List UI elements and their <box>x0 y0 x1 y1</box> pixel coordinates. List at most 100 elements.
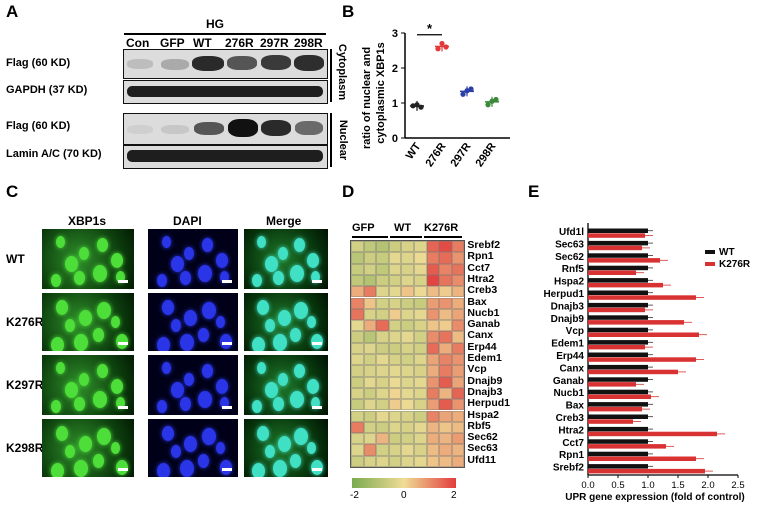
scale-bar <box>222 280 232 283</box>
heatmap-cell <box>363 444 377 456</box>
colorbar-mid: 0 <box>401 490 407 501</box>
chart-e-bar-wt <box>588 414 648 419</box>
chart-e-bar-wt <box>588 402 648 407</box>
micro-nucleus <box>252 400 263 413</box>
chart-e-legend-k276r: K276R <box>719 259 750 270</box>
heatmap-cell <box>414 308 427 321</box>
heatmap-cell <box>376 263 389 275</box>
heatmap-cell <box>388 444 402 456</box>
chart-e-category-label: Creb3 <box>556 413 585 424</box>
heatmap-cell <box>451 342 465 354</box>
chart-e-category-label: Edem1 <box>551 339 584 350</box>
heatmap-colorbar <box>352 478 456 488</box>
micro-nucleus <box>277 247 288 260</box>
heatmap-cell <box>439 320 452 332</box>
heatmap-cell <box>414 365 427 377</box>
panel-b-label: B <box>342 2 355 21</box>
heatmap-cell <box>439 342 452 354</box>
heatmap-gene-label: Cct7 <box>467 261 491 274</box>
scale-bar <box>118 406 128 409</box>
heatmap-cell <box>351 241 364 253</box>
chart-e-bar-k276r <box>588 406 642 412</box>
chart-e-category-label: Hspa2 <box>554 277 584 288</box>
heatmap-cell <box>401 421 414 434</box>
chart-b: ratio of nuclear and cytoplasmic XBP1s 0 1 2… <box>361 21 510 169</box>
panel-e-label: E <box>528 182 540 201</box>
heatmap-cell <box>414 320 427 332</box>
heatmap-cell <box>451 308 465 321</box>
micro-image-0-2 <box>244 229 328 289</box>
micro-image-1-1 <box>148 293 238 351</box>
micro-nucleus <box>92 327 104 342</box>
heatmap-cell <box>376 331 389 343</box>
micro-nucleus <box>111 316 120 329</box>
colorbar-max: 2 <box>451 490 457 501</box>
heatmap-cell <box>426 365 440 377</box>
heatmap-cell <box>414 399 427 411</box>
nuclear-label: Nuclear <box>337 119 350 161</box>
micro-image-3-2 <box>244 419 328 477</box>
micro-image-2-2 <box>244 355 328 415</box>
heatmap-cell <box>376 365 389 377</box>
heatmap-cell <box>426 399 440 411</box>
heatmap-cell <box>351 286 364 298</box>
micro-row-label-2: K297R <box>6 378 44 392</box>
chart-e-category-label: Sec63 <box>555 239 584 250</box>
heatmap-cell <box>401 444 414 456</box>
micro-nucleus <box>74 333 89 351</box>
panel-d-label: D <box>342 182 355 201</box>
heatmap-group-label-0: GFP <box>352 222 375 234</box>
heatmap-cell <box>414 387 427 400</box>
chart-e-bar-wt <box>588 352 648 357</box>
heatmap-cell <box>388 274 402 287</box>
chart-e-bar-k276r <box>588 419 633 424</box>
micro-nucleus <box>290 453 302 468</box>
heatmap-cell <box>376 252 389 264</box>
chart-b-sig-star: * <box>427 21 433 36</box>
heatmap-cell <box>414 444 427 456</box>
heatmap-cell <box>376 455 389 467</box>
micro-nucleus <box>202 364 213 378</box>
heatmap-cell <box>426 286 440 298</box>
micro-nucleus <box>265 382 278 398</box>
micro-nucleus <box>197 265 212 282</box>
micro-nucleus <box>202 238 213 252</box>
chart-e-bar-wt <box>588 464 648 469</box>
heatmap-cell <box>388 297 402 309</box>
heatmap-cell <box>426 421 440 434</box>
heatmap-cell <box>351 274 364 287</box>
heatmap-cell <box>426 444 440 456</box>
micro-nucleus <box>170 256 184 272</box>
micro-nucleus <box>294 238 306 252</box>
heatmap-cell <box>376 342 389 354</box>
heatmap-cell <box>439 297 452 309</box>
heatmap-cell <box>451 354 465 366</box>
blot-lamin <box>123 145 328 169</box>
heatmap-cell <box>439 308 452 321</box>
heatmap-cell <box>376 399 389 411</box>
heatmap-cell <box>414 433 427 445</box>
heatmap-gene-label: Ganab <box>467 318 501 331</box>
chart-e-bar-wt <box>588 290 648 295</box>
heatmap-cell <box>376 297 389 309</box>
heatmap-cell <box>451 297 465 309</box>
micro-nucleus <box>161 425 174 441</box>
micro-nucleus <box>78 436 92 453</box>
scale-bar <box>118 342 128 345</box>
chart-e-bar-k276r <box>588 258 660 263</box>
micro-nucleus <box>197 327 209 342</box>
micro-nucleus <box>78 373 89 386</box>
micro-nucleus <box>161 362 171 375</box>
micro-nucleus <box>215 379 228 394</box>
micro-nucleus <box>78 247 89 260</box>
heatmap-cell <box>451 331 465 343</box>
heatmap-cell <box>351 387 364 400</box>
chart-e-bar-wt <box>588 228 648 233</box>
micro-nucleus <box>157 400 167 413</box>
heatmap-cell <box>439 433 452 445</box>
chart-e-category-label: Htra2 <box>558 425 584 436</box>
micro-nucleus <box>170 382 184 398</box>
heatmap-cell <box>439 263 452 275</box>
lane-label-0: Con <box>126 36 150 50</box>
micro-nucleus <box>277 310 291 327</box>
